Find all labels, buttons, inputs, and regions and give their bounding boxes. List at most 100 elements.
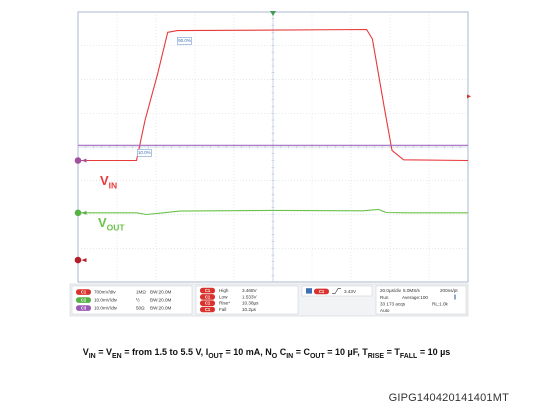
trigger-badge: C1 (314, 288, 329, 295)
figure-caption: VIN = VEN = from 1.5 to 5.5 V, IOUT = 10… (82, 347, 451, 360)
channel-badge: C3 (76, 305, 91, 311)
trigger-badge-shape (314, 288, 329, 295)
measurement-label: Rise* (219, 301, 230, 306)
measurement-value: 1.533V (242, 294, 257, 299)
channel-coupling: 50Ω (136, 306, 145, 311)
measurement-badge: C1 (200, 287, 215, 294)
channel-bw: BW:20.0M (150, 306, 172, 311)
cursor-tag-1: 10.0% (137, 149, 152, 157)
ch-marker-vout (74, 209, 87, 217)
trigger-badge-text: C1 (319, 289, 325, 294)
series-label-0: VIN (100, 173, 117, 191)
measurement-badge-text: C1 (205, 294, 211, 299)
ch-marker-ch3 (74, 256, 87, 264)
measurement-row-3: C1 Fall 10.2µs (200, 306, 257, 313)
measurements-box: C1 High 3.468V C1 Low 1.533V C1 Rise* 10.38µs C1 F… (195, 285, 299, 315)
series-label-sub: IN (109, 181, 118, 191)
channels-box: C1 700mV/div 1MΩ BW:20.0M C2 10.0mV/div ½ BW:20… (71, 285, 193, 315)
measurement-badge: C1 (200, 306, 215, 313)
channels-box-bg (71, 285, 193, 315)
channel-row-2: C3 10.0mV/div 50Ω BW:20.0M (76, 305, 172, 311)
trigger-box: C1 3.43V (301, 285, 373, 297)
channel-markers (74, 11, 471, 264)
caption-fall-sub: FALL (399, 353, 418, 360)
channel-badge: C1 (76, 289, 91, 295)
channel-badge-text: C3 (81, 306, 87, 311)
measurement-label: High (219, 288, 229, 293)
channel-row-1: C2 10.0mV/div ½ BW:20.0M (76, 297, 172, 303)
acq-timebase: 20.0µs/div (380, 288, 402, 293)
measurement-value: 3.468V (242, 288, 257, 293)
caption-v1-sub: IN (88, 353, 96, 360)
trigger-level-marker (467, 94, 471, 99)
series-line-0 (78, 28, 469, 162)
acq-record-length: RL:1.0k (432, 302, 449, 307)
measurement-label: Low (219, 294, 228, 299)
series-label-main: V (98, 215, 107, 230)
acq-average: Average:100 (402, 295, 428, 300)
channel-badge-shape (76, 305, 91, 311)
acquisition-box: 20.0µs/div 5.0MS/s 200ns/pt Run Average:100 3… (375, 285, 467, 315)
channel-coupling: ½ (136, 297, 140, 303)
measurement-row-2: C1 Rise* 10.38µs (200, 300, 259, 306)
ch-marker-vout-arrow (81, 210, 87, 215)
channel-coupling: 1MΩ (136, 290, 146, 295)
measurement-badge: C1 (200, 300, 215, 306)
caption-t2: = 10 mA, N (222, 347, 272, 357)
trigger-level: 3.43V (344, 289, 357, 294)
measurement-badge-shape (200, 306, 215, 313)
measurement-value: 10.2µs (242, 307, 257, 312)
acquisition-box-bg (375, 285, 467, 315)
series-label-main: V (100, 173, 109, 188)
channel-scale: 700mV/div (94, 290, 116, 295)
figure-id: GIPG140420141401MT (388, 392, 509, 404)
caption-n-sub: O (271, 353, 278, 360)
ch-marker-vin (74, 157, 87, 164)
caption-v2-sub: EN (112, 353, 122, 360)
caption-t5: = 10 µF, T (324, 347, 368, 357)
caption-cin-sub: IN (286, 353, 294, 360)
trigger-box-bg (301, 285, 373, 297)
channel-scale: 10.0mV/div (94, 298, 118, 303)
ch-marker-vout-dot (74, 209, 82, 217)
channel-badge-shape (76, 289, 91, 295)
trigger-position-marker (270, 11, 276, 16)
acq-count: 33 173 acqs (380, 302, 406, 307)
series-label-1: VOUT (98, 215, 125, 233)
series-layer (78, 28, 469, 216)
caption-rise-sub: RISE (367, 353, 385, 360)
measurement-badge-shape (200, 287, 215, 294)
caption-t1: = from 1.5 to 5.5 V, I (121, 347, 209, 357)
channel-badge-text: C2 (81, 298, 87, 303)
cursor-tag-text: 10.0% (138, 150, 151, 155)
cursor-tag-0: 90.0% (177, 37, 192, 45)
cursor-tags: 90.0% 10.0% (137, 37, 192, 157)
info-panel: C1 700mV/div 1MΩ BW:20.0M C2 10.0mV/div ½ BW:20… (69, 283, 469, 317)
cursor-tag-box (177, 37, 192, 45)
ch-marker-vin-dot (74, 157, 82, 164)
channel-scale: 10.0mV/div (94, 306, 118, 311)
cursor-tag-box (137, 149, 152, 157)
channel-bw: BW:20.0M (150, 298, 172, 303)
measurement-value: 10.38µs (242, 301, 259, 306)
channel-row-0: C1 700mV/div 1MΩ BW:20.0M (76, 289, 172, 295)
caption-i-sub: OUT (208, 353, 223, 360)
measurement-row-0: C1 High 3.468V (200, 287, 257, 294)
ch-marker-ch3-arrow (81, 258, 87, 263)
caption-t7: = 10 µs (417, 347, 451, 357)
caption-t3: C (277, 347, 287, 357)
cursor-tag-text: 90.0% (178, 38, 191, 43)
series-label-sub: OUT (107, 223, 126, 233)
measurement-badge-text: C1 (205, 288, 211, 293)
caption-t6: = T (384, 347, 400, 357)
trigger-icon (306, 288, 312, 294)
caption-v2: V (105, 347, 112, 357)
caption-t4: = C (293, 347, 310, 357)
measurement-badge-shape (200, 294, 215, 300)
measurement-badge-text: C1 (205, 301, 211, 306)
measurement-label: Fall (219, 307, 226, 312)
acq-rate: 5.0MS/s (403, 288, 421, 293)
channel-badge-shape (76, 297, 91, 303)
